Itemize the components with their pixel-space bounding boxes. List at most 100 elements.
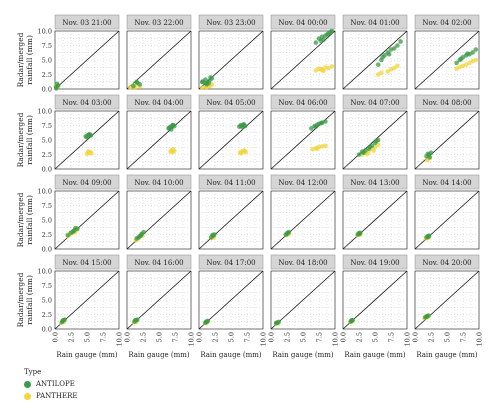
point-antilope bbox=[134, 80, 140, 85]
panel-title: Nov. 03 23:00 bbox=[206, 19, 255, 27]
panel-title: Nov. 04 13:00 bbox=[350, 179, 399, 187]
legend: Type ANTILOPE PANTHERE bbox=[24, 368, 78, 402]
y-tick-label: 10.0 bbox=[38, 108, 52, 116]
y-tick-label: 0.0 bbox=[42, 166, 52, 174]
x-axis-label: Rain gauge (mm) bbox=[128, 351, 190, 359]
y-tick-label: 2.5 bbox=[42, 311, 52, 319]
y-axis-label: Radar/merged bbox=[16, 272, 25, 327]
panel-title: Nov. 04 08:00 bbox=[422, 99, 471, 107]
x-tick-label: 7.5 bbox=[172, 332, 180, 342]
y-axis-label: Radar/merged bbox=[16, 112, 25, 167]
identity-line bbox=[198, 190, 264, 250]
y-tick-label: 7.5 bbox=[42, 42, 52, 50]
point-antilope bbox=[361, 150, 366, 156]
panel-title: Nov. 04 17:00 bbox=[206, 259, 255, 267]
x-tick-label: 0.0 bbox=[268, 332, 276, 342]
legend-label-panthere: PANTHERE bbox=[36, 392, 78, 400]
identity-line bbox=[198, 110, 264, 170]
panel-title: Nov. 04 12:00 bbox=[278, 179, 327, 187]
x-tick-label: 10.0 bbox=[188, 332, 196, 346]
x-tick-label: 5.0 bbox=[372, 332, 380, 342]
point-panthere bbox=[318, 66, 324, 72]
point-antilope bbox=[138, 232, 144, 238]
y-tick-label: 10.0 bbox=[38, 28, 52, 36]
x-tick-label: 5.0 bbox=[228, 332, 236, 342]
identity-line bbox=[270, 270, 336, 330]
identity-line bbox=[126, 110, 192, 170]
panel-title: Nov. 04 20:00 bbox=[422, 259, 471, 267]
point-antilope bbox=[465, 51, 470, 56]
x-tick-label: 5.0 bbox=[156, 332, 164, 342]
x-tick-label: 2.5 bbox=[284, 332, 292, 342]
x-tick-label: 7.5 bbox=[460, 332, 468, 342]
point-panthere bbox=[379, 70, 384, 76]
point-antilope bbox=[328, 29, 333, 35]
point-panthere bbox=[395, 63, 400, 69]
point-antilope bbox=[208, 75, 213, 80]
x-tick-label: 2.5 bbox=[140, 332, 148, 342]
point-antilope bbox=[318, 38, 324, 44]
panel-strip bbox=[414, 94, 480, 110]
panel-title: Nov. 04 07:00 bbox=[350, 99, 399, 107]
x-tick-label: 0.0 bbox=[52, 332, 60, 342]
panel-strip bbox=[414, 254, 480, 270]
point-antilope bbox=[70, 229, 76, 234]
panel-strip bbox=[342, 14, 408, 30]
point-antilope bbox=[313, 124, 319, 129]
panel-title: Nov. 04 00:00 bbox=[278, 19, 327, 27]
x-tick-label: 0.0 bbox=[412, 332, 420, 342]
point-antilope bbox=[373, 138, 379, 144]
point-antilope bbox=[380, 54, 385, 60]
panel-strip bbox=[126, 94, 192, 110]
point-antilope bbox=[386, 51, 392, 57]
point-antilope bbox=[391, 46, 397, 51]
panel-title: Nov. 04 10:00 bbox=[134, 179, 183, 187]
point-antilope bbox=[395, 43, 400, 48]
panel-strip bbox=[126, 174, 192, 190]
x-tick-label: 10.0 bbox=[260, 332, 268, 346]
point-antilope bbox=[349, 318, 354, 324]
legend-item-panthere: PANTHERE bbox=[24, 390, 78, 402]
x-tick-label: 2.5 bbox=[356, 332, 364, 342]
legend-swatch-antilope bbox=[24, 380, 31, 388]
panel-strip bbox=[270, 254, 336, 270]
point-antilope bbox=[60, 318, 65, 324]
panel-strip bbox=[270, 94, 336, 110]
point-antilope bbox=[65, 232, 71, 238]
x-tick-label: 7.5 bbox=[388, 332, 396, 342]
point-antilope bbox=[426, 234, 431, 240]
point-panthere bbox=[242, 148, 247, 153]
y-axis-label: rainfall (mm) bbox=[25, 115, 34, 165]
y-tick-label: 7.5 bbox=[42, 282, 52, 290]
panel-strip bbox=[198, 254, 264, 270]
y-tick-label: 0.0 bbox=[42, 326, 52, 334]
panel-strip bbox=[414, 174, 480, 190]
y-tick-label: 5.0 bbox=[42, 137, 52, 145]
point-panthere bbox=[323, 143, 328, 149]
panel-strip bbox=[54, 174, 120, 190]
x-tick-label: 5.0 bbox=[84, 332, 92, 342]
panel-title: Nov. 04 09:00 bbox=[62, 179, 111, 187]
point-antilope bbox=[274, 320, 280, 325]
y-axis-label: rainfall (mm) bbox=[25, 275, 34, 325]
point-panthere bbox=[473, 57, 479, 63]
point-panthere bbox=[85, 149, 91, 154]
point-antilope bbox=[240, 124, 245, 130]
y-axis-label: Radar/merged bbox=[16, 32, 25, 87]
y-tick-label: 2.5 bbox=[42, 71, 52, 79]
x-tick-label: 7.5 bbox=[244, 332, 252, 342]
panel-strip bbox=[198, 94, 264, 110]
panel-title: Nov. 03 21:00 bbox=[62, 19, 111, 27]
x-tick-label: 10.0 bbox=[116, 332, 124, 346]
legend-title: Type bbox=[24, 368, 42, 376]
panel-strip bbox=[342, 254, 408, 270]
x-tick-label: 10.0 bbox=[332, 332, 340, 346]
panel-title: Nov. 04 16:00 bbox=[134, 259, 183, 267]
panel-strip bbox=[342, 94, 408, 110]
x-axis-label: Rain gauge (mm) bbox=[344, 351, 406, 359]
y-tick-label: 2.5 bbox=[42, 231, 52, 239]
identity-line bbox=[54, 30, 120, 90]
point-panthere bbox=[385, 69, 391, 74]
x-tick-label: 10.0 bbox=[476, 332, 484, 346]
